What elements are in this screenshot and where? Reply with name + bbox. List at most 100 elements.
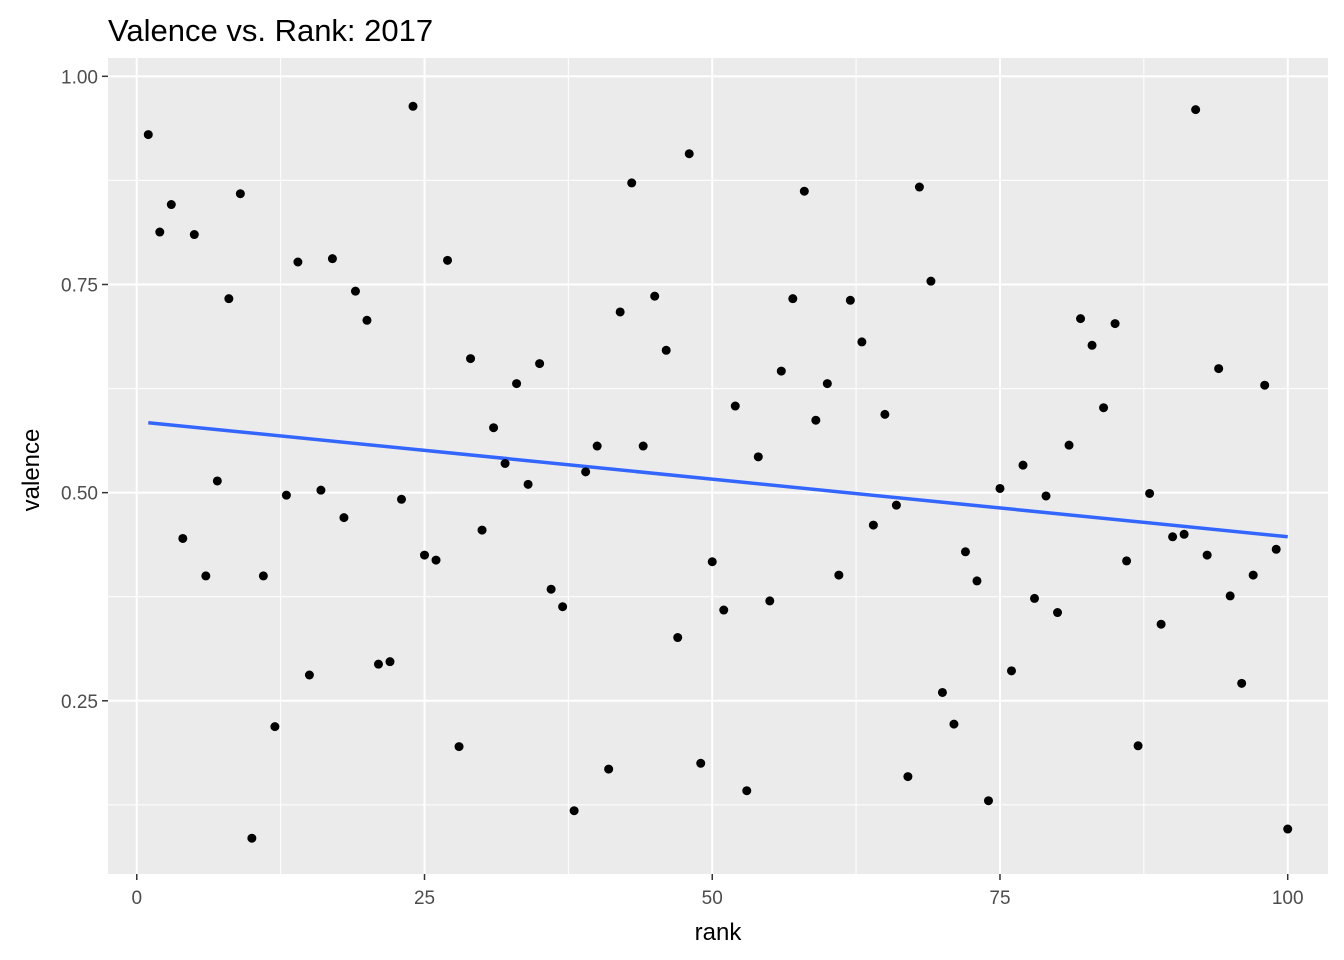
data-point: [201, 571, 211, 581]
data-point: [1053, 608, 1063, 618]
data-point: [753, 452, 763, 462]
data-point: [224, 294, 234, 304]
data-point: [235, 189, 245, 199]
data-point: [396, 494, 406, 504]
data-point: [143, 130, 153, 140]
data-point: [166, 200, 176, 210]
y-axis-title: valence: [18, 429, 45, 512]
data-points: [143, 101, 1293, 843]
data-point: [868, 520, 878, 530]
data-point: [477, 525, 487, 535]
data-point: [489, 423, 499, 433]
data-point: [765, 596, 775, 606]
x-tick-label: 75: [989, 888, 1010, 909]
data-point: [822, 379, 832, 389]
data-point: [949, 719, 959, 729]
data-point: [189, 230, 199, 240]
data-point: [155, 227, 165, 237]
axes: 0 25 50 75 100 0.25 0.50 0.75 1.00: [61, 67, 1304, 909]
data-point: [454, 742, 464, 752]
y-tick-label: 0.25: [61, 692, 98, 713]
data-point: [558, 602, 568, 612]
data-point: [1110, 319, 1120, 329]
data-point: [1214, 364, 1224, 374]
data-point: [212, 476, 222, 486]
x-tick-label: 100: [1272, 888, 1304, 909]
data-point: [673, 633, 683, 643]
x-tick-label: 0: [131, 888, 142, 909]
data-point: [1006, 666, 1016, 676]
data-point: [1260, 380, 1270, 390]
data-point: [258, 571, 268, 581]
trend-line: [148, 420, 1288, 539]
x-tick-label: 25: [414, 888, 435, 909]
data-point: [1122, 556, 1132, 566]
y-tick-label: 0.50: [61, 484, 98, 505]
data-point: [293, 257, 303, 267]
data-point: [1076, 314, 1086, 324]
data-point: [719, 605, 729, 615]
data-point: [535, 359, 545, 369]
data-point: [707, 557, 717, 567]
data-point: [926, 276, 936, 286]
data-point: [684, 149, 694, 159]
data-point: [443, 255, 453, 265]
data-point: [650, 291, 660, 301]
data-point: [1202, 550, 1212, 560]
data-point: [1168, 532, 1178, 542]
data-point: [627, 178, 637, 188]
data-point: [1099, 403, 1109, 413]
data-point: [178, 533, 188, 543]
chart-title: Valence vs. Rank: 2017: [108, 13, 433, 48]
data-point: [983, 796, 993, 806]
data-point: [776, 366, 786, 376]
data-point: [581, 467, 591, 477]
data-point: [604, 764, 614, 774]
data-point: [304, 670, 314, 680]
data-point: [1041, 491, 1051, 501]
data-point: [696, 758, 706, 768]
data-point: [891, 500, 901, 510]
data-point: [500, 459, 510, 469]
data-point: [937, 687, 947, 697]
data-point: [592, 441, 602, 451]
data-point: [270, 722, 280, 732]
data-point: [569, 806, 579, 816]
data-point: [1030, 593, 1040, 603]
data-point: [1156, 619, 1166, 629]
data-point: [995, 483, 1005, 493]
data-point: [362, 315, 372, 325]
data-point: [661, 345, 671, 355]
data-point: [972, 576, 982, 586]
data-point: [316, 485, 326, 495]
data-point: [1237, 678, 1247, 688]
data-point: [431, 555, 441, 565]
plot-panel: [108, 58, 1328, 874]
data-point: [512, 379, 522, 389]
data-point: [799, 186, 809, 196]
data-point: [857, 337, 867, 347]
x-axis-title: rank: [695, 919, 743, 946]
data-point: [903, 772, 913, 782]
data-point: [385, 657, 395, 667]
data-point: [615, 307, 625, 317]
data-point: [281, 490, 291, 500]
major-gridlines: [108, 58, 1328, 874]
data-point: [1248, 570, 1258, 580]
data-point: [1064, 440, 1074, 450]
data-point: [408, 101, 418, 111]
data-point: [834, 570, 844, 580]
y-tick-label: 0.75: [61, 275, 98, 296]
data-point: [350, 286, 360, 296]
data-point: [1271, 544, 1281, 554]
data-point: [546, 584, 556, 594]
x-tick-label: 50: [702, 888, 723, 909]
data-point: [247, 833, 257, 843]
data-point: [788, 294, 798, 304]
data-point: [523, 479, 533, 489]
data-point: [730, 401, 740, 411]
data-point: [638, 441, 648, 451]
data-point: [1133, 741, 1143, 751]
data-point: [960, 547, 970, 557]
data-point: [811, 415, 821, 425]
